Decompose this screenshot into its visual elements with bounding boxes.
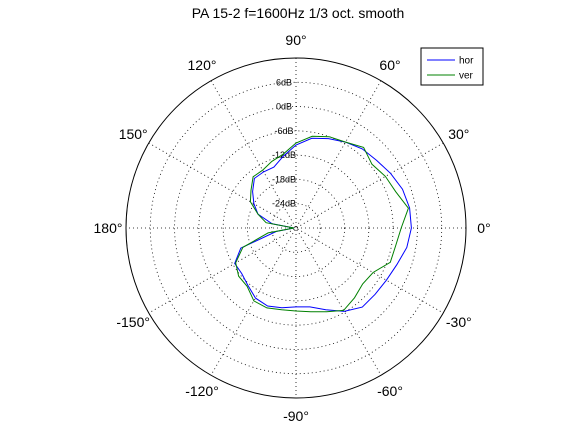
angle-tick-label: 180° xyxy=(94,220,123,236)
legend-box xyxy=(420,47,484,86)
grid-ring xyxy=(149,81,443,375)
angle-tick-label: -30° xyxy=(446,314,472,330)
chart-title: PA 15-2 f=1600Hz 1/3 oct. smooth xyxy=(192,5,405,21)
grid-spoke xyxy=(210,80,382,376)
data-series xyxy=(234,135,412,313)
angle-tick-label: -60° xyxy=(377,383,403,399)
angle-tick-label: 90° xyxy=(285,32,306,48)
grid-ring xyxy=(247,179,345,277)
angle-tick-label: 120° xyxy=(188,57,217,73)
radial-tick-label: 6dB xyxy=(276,77,292,87)
angle-tick-label: 0° xyxy=(477,220,490,236)
angle-tick-label: -90° xyxy=(283,408,309,424)
grid-spoke xyxy=(148,142,444,314)
series-line-hor xyxy=(234,137,412,312)
radial-tick-label: -24dB xyxy=(272,199,296,209)
grid-spoke xyxy=(210,80,382,376)
grid-ring xyxy=(198,130,394,326)
angle-tick-label: -120° xyxy=(185,383,219,399)
radial-tick-label: 0dB xyxy=(276,102,292,112)
grid-spoke xyxy=(148,142,444,314)
angle-tick-label: -150° xyxy=(116,314,150,330)
outer-ring xyxy=(125,57,467,399)
legend-entry-ver: ver xyxy=(459,71,474,82)
legend: hor ver xyxy=(420,47,484,86)
angle-tick-label: 60° xyxy=(379,57,400,73)
series-line-ver xyxy=(235,135,409,313)
radial-tick-label: -6dB xyxy=(274,126,293,136)
angle-tick-label: 150° xyxy=(119,126,148,142)
angle-tick-labels: 90° 60° 30° 0° -30° -60° -90° -120° -150° 180° 150… xyxy=(94,32,491,424)
grid-ring xyxy=(222,154,370,302)
plot-area xyxy=(126,58,466,398)
polar-grid xyxy=(125,57,467,399)
radial-tick-label: -18dB xyxy=(272,174,296,184)
grid-ring xyxy=(174,106,418,350)
angle-tick-label: 30° xyxy=(448,126,469,142)
legend-entry-hor: hor xyxy=(459,56,474,67)
